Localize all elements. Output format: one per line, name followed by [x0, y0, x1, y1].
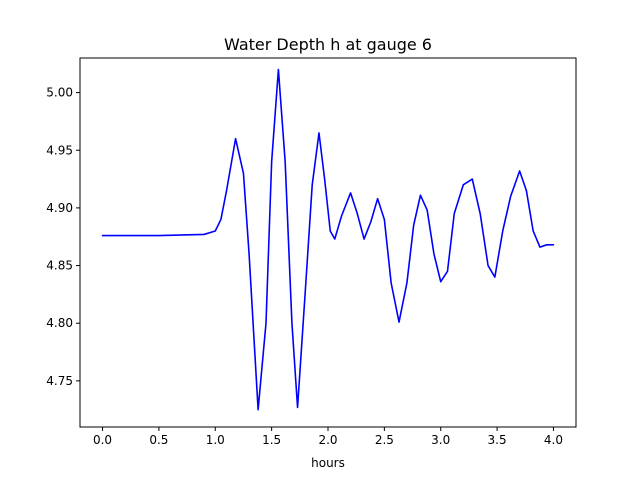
- x-tick-label: 2.0: [318, 433, 337, 447]
- y-tick-label: 4.80: [46, 316, 73, 330]
- y-axis: 4.75 4.80 4.85 4.90 4.95 5.00: [46, 86, 80, 388]
- y-tick-label: 4.75: [46, 374, 73, 388]
- x-tick-label: 3.5: [488, 433, 507, 447]
- x-tick-label: 0.5: [149, 433, 168, 447]
- axes-frame: [79, 57, 577, 428]
- y-tick-label: 5.00: [46, 86, 73, 100]
- x-axis-label: hours: [311, 456, 345, 470]
- y-tick-label: 4.90: [46, 201, 73, 215]
- series-line-0: [101, 68, 555, 411]
- y-tick-label: 4.85: [46, 259, 73, 273]
- x-tick-label: 4.0: [544, 433, 563, 447]
- y-tick-label: 4.95: [46, 143, 73, 157]
- x-tick-label: 3.0: [431, 433, 450, 447]
- chart-title: Water Depth h at gauge 6: [224, 35, 432, 54]
- x-tick-label: 1.0: [206, 433, 225, 447]
- x-tick-label: 2.5: [375, 433, 394, 447]
- x-axis: 0.0 0.5 1.0 1.5 2.0 2.5 3.0 3.5 4.0: [93, 427, 563, 447]
- x-tick-label: 0.0: [93, 433, 112, 447]
- plot-area: [79, 57, 577, 428]
- x-tick-label: 1.5: [262, 433, 281, 447]
